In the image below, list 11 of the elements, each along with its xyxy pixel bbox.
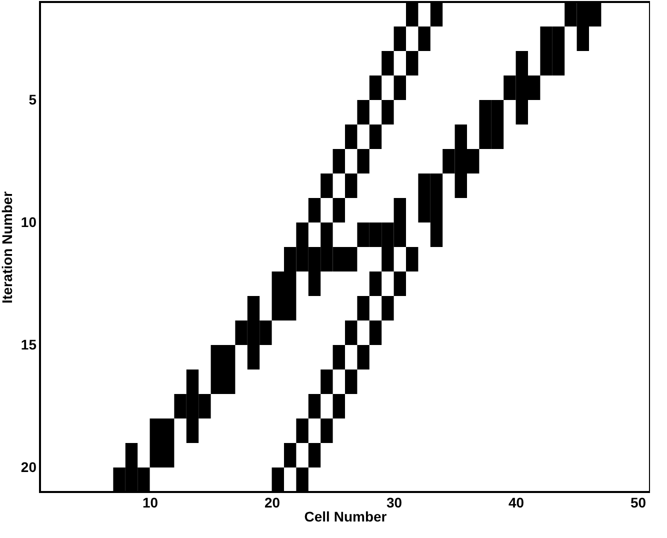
x-tick-label: 30 — [386, 494, 402, 510]
x-tick-label: 10 — [142, 494, 158, 510]
y-tick-label: 20 — [20, 459, 37, 475]
y-tick-label: 10 — [20, 214, 37, 230]
x-tick-label: 20 — [264, 494, 280, 510]
x-tick-label: 40 — [508, 494, 524, 510]
x-axis-title: Cell Number — [304, 508, 388, 524]
y-tick-label: 5 — [28, 92, 37, 108]
y-axis-title: Iteration Number — [0, 190, 15, 304]
x-tick-label: 50 — [630, 494, 646, 510]
y-tick-label: 15 — [20, 336, 37, 352]
